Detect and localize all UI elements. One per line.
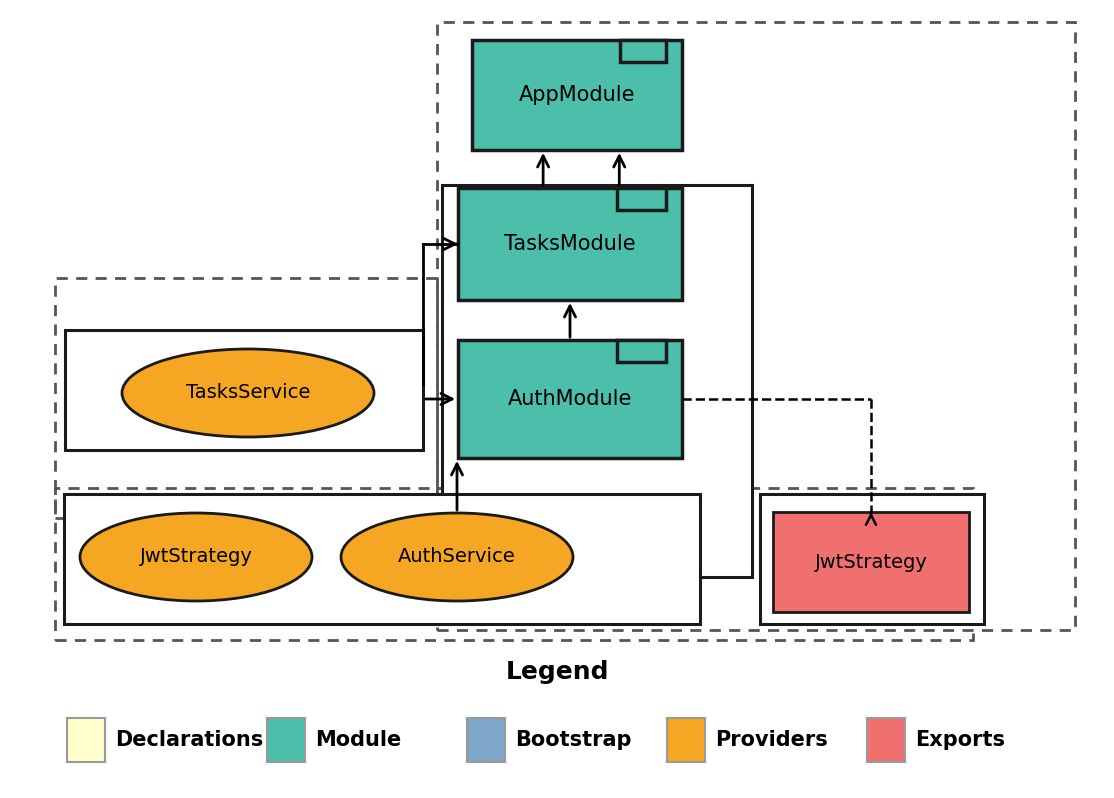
Text: Bootstrap: Bootstrap <box>515 730 632 750</box>
Text: AuthModule: AuthModule <box>508 389 632 409</box>
Bar <box>55 488 973 640</box>
Bar <box>617 188 666 210</box>
Text: AppModule: AppModule <box>519 85 635 105</box>
Bar <box>65 330 423 450</box>
Ellipse shape <box>341 513 573 601</box>
Bar <box>442 185 752 577</box>
Text: Legend: Legend <box>506 660 608 684</box>
Text: JwtStrategy: JwtStrategy <box>814 552 928 571</box>
Ellipse shape <box>123 349 374 437</box>
Text: TasksModule: TasksModule <box>505 234 636 254</box>
Bar <box>617 340 666 362</box>
Bar <box>467 718 505 762</box>
Text: JwtStrategy: JwtStrategy <box>139 547 253 567</box>
Ellipse shape <box>80 513 312 601</box>
Text: Providers: Providers <box>715 730 828 750</box>
Bar <box>667 718 705 762</box>
Bar <box>267 718 305 762</box>
Bar <box>619 40 666 62</box>
Bar <box>437 22 1075 630</box>
Text: Module: Module <box>315 730 401 750</box>
Bar <box>773 512 969 612</box>
Bar <box>760 494 984 624</box>
Bar <box>867 718 905 762</box>
Bar <box>458 188 682 300</box>
Text: Exports: Exports <box>915 730 1005 750</box>
Bar <box>472 40 682 150</box>
Text: AuthService: AuthService <box>398 547 516 567</box>
Bar <box>67 718 105 762</box>
Text: TasksService: TasksService <box>186 384 310 402</box>
Bar <box>458 340 682 458</box>
Bar <box>55 278 437 518</box>
Text: Declarations: Declarations <box>115 730 263 750</box>
Bar <box>63 494 700 624</box>
